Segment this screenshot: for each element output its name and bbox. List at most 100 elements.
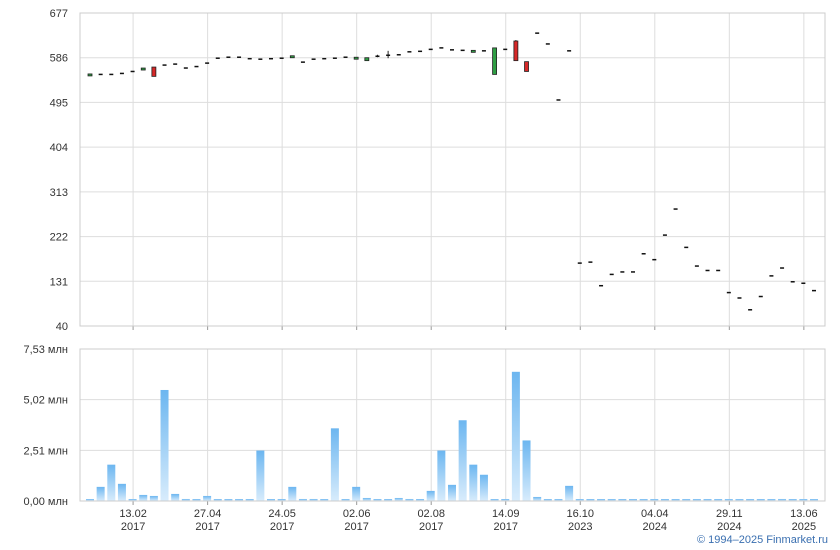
candle-body [162,64,167,66]
candle [620,271,625,273]
year-tick-label: 2017 [121,521,145,533]
candle [311,58,316,60]
volume-bar [298,498,307,501]
candle-body [673,208,678,210]
volume-bar [533,496,542,501]
volume-bar [756,499,765,501]
candle [513,40,519,62]
candle [343,56,348,58]
candle-body [418,50,423,53]
candle-body [599,284,604,287]
candle [535,32,540,34]
candle [322,57,327,60]
candle-body [524,61,529,72]
candle [631,271,635,273]
candle [662,234,667,236]
candle-body [375,55,380,57]
volume-bar [267,499,275,501]
candle [439,47,444,49]
year-tick-label: 2023 [568,521,592,533]
candle-body [652,258,657,261]
volume-bar [341,499,350,501]
candle-body [545,43,550,45]
volume-bar [586,499,595,501]
volume-bar [458,420,467,501]
candle [428,48,433,51]
candle [790,281,795,283]
candle-body [322,57,327,60]
volume-bar [203,495,212,501]
date-tick-label: 24.05 [268,508,296,520]
volume-bar [639,499,648,501]
candle [641,253,646,255]
candle [386,50,391,59]
year-tick-label: 2017 [493,521,517,533]
candle [269,57,273,60]
candle-body [492,47,497,75]
volume-bar [618,499,627,501]
candle [215,57,220,59]
candle [183,67,188,69]
volume-bar [660,499,669,501]
price-tick-label: 222 [50,232,68,244]
volume-axis: 7,53 млн 5,02 млн 2,51 млн 0,00 млн [23,344,68,508]
candle-body [567,50,572,52]
candle [652,258,657,261]
volume-bar [139,494,148,501]
volume-bar [309,498,318,501]
volume-series [86,371,818,501]
volume-bar [224,499,233,501]
price-panel-frame [79,12,826,327]
candle [247,57,252,60]
volume-bar [671,499,680,501]
volume-bar [362,497,371,501]
volume-bar [575,499,584,501]
candle-body [556,99,561,101]
candle-body [332,57,337,59]
volume-bar [448,484,456,501]
candle [545,43,550,45]
grid-lines [80,12,825,505]
volume-bar [597,499,606,501]
candle [353,56,359,60]
candle-body [470,49,476,53]
candle [151,66,157,77]
volume-bar [469,464,478,501]
candle-body [513,40,519,62]
candle [407,51,412,53]
candle-body [87,73,93,77]
year-tick-label: 2017 [419,521,443,533]
candle [758,295,763,298]
candle-body [269,57,273,60]
volume-bar [724,499,733,501]
candle-body [311,58,316,60]
copyright-link[interactable]: © 1994–2025 Finmarket.ru [696,534,828,546]
candle [481,50,486,52]
price-tick-label: 131 [50,276,68,288]
volume-bar [767,499,776,501]
candle [289,55,295,59]
candle [205,62,210,64]
candle [396,54,401,56]
candle [226,56,231,58]
candle [780,267,785,269]
candle [258,58,263,60]
candle [375,54,380,58]
candle-body [364,57,370,62]
candle-body [694,265,699,267]
volume-tick-label: 2,51 млн [23,445,68,457]
volume-bar [277,499,286,501]
candle-body [300,61,305,63]
volume-bar [384,499,393,501]
volume-bar [373,499,382,501]
price-axis: 677 586 495 404 313 222 131 40 [50,8,68,333]
volume-tick-label: 7,53 млн [23,344,68,356]
volume-bar [330,428,339,501]
candle-body [450,49,454,51]
candle [556,99,561,101]
candle-body [726,291,731,294]
volume-panel-frame [79,348,826,502]
candle-body [109,73,114,76]
year-tick-label: 2017 [270,521,294,533]
volume-bar [213,499,222,501]
